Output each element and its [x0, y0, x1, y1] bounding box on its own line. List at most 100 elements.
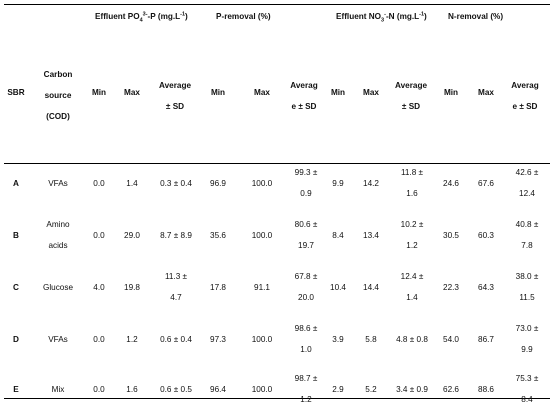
row-sbr-text: B: [13, 230, 19, 240]
cell-no-avg: 10.2 ± 1.2: [382, 214, 442, 256]
cell-pr-avg: 67.8 ± 20.0: [276, 266, 336, 308]
header-min-label: Min: [330, 88, 346, 97]
cell-po-avg: 0.6 ± 0.4: [146, 329, 206, 350]
cell-pr-min-text: 97.3: [210, 334, 226, 344]
cell-no-max: 14.2: [341, 173, 401, 194]
cell-pr-max-text: 100.0: [251, 230, 273, 240]
header-max: Max: [471, 86, 501, 100]
cell-no-avg-text: 1.6: [406, 189, 418, 198]
header-sbr: SBR: [6, 86, 26, 100]
cell-pr-min: 96.4: [188, 379, 248, 400]
cell-no-max-text: 14.2: [363, 178, 379, 188]
cell-nr-avg-text: 42.6 ±: [515, 168, 539, 177]
cell-nr-max-text: 64.3: [478, 282, 494, 292]
cell-pr-max: 100.0: [232, 225, 292, 246]
cell-po-avg-text: 8.7 ± 8.9: [160, 230, 192, 240]
group-header-label: Effluent PO: [95, 12, 140, 21]
cell-po-avg-text: 0.6 ± 0.5: [160, 384, 192, 394]
row-sbr-text: A: [13, 178, 19, 188]
cell-po-min: 4.0: [69, 277, 129, 298]
header-no-average: Average ± SD: [381, 75, 441, 117]
cell-po-max: 19.8: [102, 277, 162, 298]
header-min-label: Min: [210, 88, 226, 97]
header-min: Min: [436, 86, 466, 100]
header-nr-average-line: Averag: [511, 81, 539, 90]
cell-no-avg: 11.8 ± 1.6: [382, 162, 442, 204]
cell-nr-avg-text: 38.0 ±: [515, 272, 539, 281]
cell-nr-avg-text: 11.5: [519, 293, 535, 302]
group-header-3: N-removal (%): [448, 10, 503, 24]
cell-pr-avg-text: 67.8 ±: [294, 272, 318, 281]
cell-po-max-text: 29.0: [124, 230, 140, 240]
group-header-sup: -: [384, 11, 386, 18]
group-header-0: Effluent PO43--P (mg.L-1): [95, 10, 188, 24]
cell-pr-avg-text: 80.6 ±: [294, 220, 318, 229]
row-carbon-source-text: Mix: [51, 384, 65, 394]
cell-pr-max: 91.1: [232, 277, 292, 298]
cell-nr-max: 67.6: [456, 173, 516, 194]
header-pr-average-line: e ± SD: [291, 102, 317, 111]
cell-no-avg-text: 4.8 ± 0.8: [396, 334, 428, 344]
cell-no-avg: 4.8 ± 0.8: [382, 329, 442, 350]
cell-pr-min-text: 96.4: [210, 384, 226, 394]
row-sbr: C: [0, 277, 46, 298]
cell-no-min-text: 8.4: [332, 230, 344, 240]
cell-pr-avg-text: 0.9: [300, 189, 312, 198]
header-min: Min: [203, 86, 233, 100]
row-carbon-source: Glucose: [28, 277, 88, 298]
cell-nr-max-text: 86.7: [478, 334, 494, 344]
cell-nr-min-text: 22.3: [443, 282, 459, 292]
cell-po-min-text: 0.0: [93, 384, 105, 394]
header-pr-average: Averag e ± SD: [274, 75, 334, 117]
row-carbon-source-text: Glucose: [42, 282, 74, 292]
cell-po-avg: 8.7 ± 8.9: [146, 225, 206, 246]
cell-nr-min: 62.6: [421, 379, 481, 400]
cell-po-min-text: 0.0: [93, 334, 105, 344]
cell-nr-avg: 42.6 ± 12.4: [497, 162, 554, 204]
header-po-average: Average ± SD: [145, 75, 205, 117]
cell-po-min-text: 0.0: [93, 178, 105, 188]
cell-nr-min-text: 30.5: [443, 230, 459, 240]
cell-nr-min: 30.5: [421, 225, 481, 246]
cell-no-avg-text: 1.2: [406, 241, 418, 250]
cell-pr-max-text: 100.0: [251, 384, 273, 394]
cell-pr-max-text: 100.0: [251, 334, 273, 344]
cell-no-avg-text: 3.4 ± 0.9: [396, 384, 428, 394]
cell-nr-max: 60.3: [456, 225, 516, 246]
table-rule-2: [4, 398, 550, 399]
group-header-label: N-removal (%): [448, 12, 504, 21]
cell-pr-max: 100.0: [232, 329, 292, 350]
header-min: Min: [84, 86, 114, 100]
cell-po-max-text: 19.8: [124, 282, 140, 292]
header-nr-average: Averag e ± SD: [495, 75, 554, 117]
header-po-average-line: ± SD: [165, 102, 185, 111]
cell-nr-avg-text: 12.4: [519, 189, 535, 198]
cell-po-avg-text: 4.7: [170, 293, 182, 302]
cell-nr-min: 54.0: [421, 329, 481, 350]
row-carbon-source-text: VFAs: [48, 334, 68, 344]
cell-po-max: 1.4: [102, 173, 162, 194]
cell-nr-avg: 75.3 ± 8.4: [497, 368, 554, 410]
cell-nr-max-text: 67.6: [478, 178, 494, 188]
header-min-label: Min: [443, 88, 459, 97]
cell-po-avg-text: 0.6 ± 0.4: [160, 334, 192, 344]
group-header-rest: -P (mg.L: [147, 12, 181, 21]
cell-nr-avg-text: 7.8: [521, 241, 533, 250]
cell-pr-avg-text: 99.3 ±: [294, 168, 318, 177]
cell-nr-avg: 40.8 ± 7.8: [497, 214, 554, 256]
header-carbon-source-line: (COD): [46, 112, 70, 121]
cell-pr-min: 35.6: [188, 225, 248, 246]
row-sbr: A: [0, 173, 46, 194]
cell-po-min: 0.0: [69, 379, 129, 400]
row-sbr: B: [0, 225, 46, 246]
header-no-average-line: Average: [394, 81, 427, 90]
cell-no-avg-text: 10.2 ±: [400, 220, 424, 229]
cell-po-min: 0.0: [69, 329, 129, 350]
row-sbr-text: C: [13, 282, 19, 292]
cell-nr-max: 86.7: [456, 329, 516, 350]
row-sbr-text: E: [13, 384, 19, 394]
cell-po-max: 1.2: [102, 329, 162, 350]
row-sbr-text: D: [13, 334, 19, 344]
cell-pr-min: 97.3: [188, 329, 248, 350]
cell-pr-avg-text: 1.2: [300, 395, 312, 404]
